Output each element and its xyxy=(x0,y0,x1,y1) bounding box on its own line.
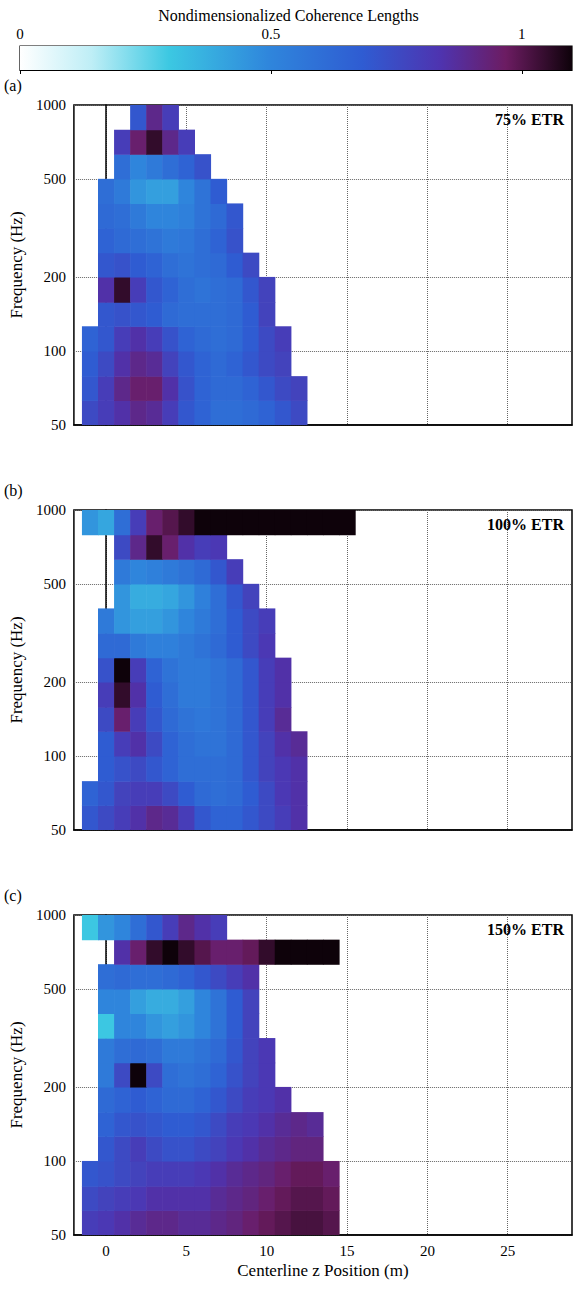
svg-text:1000: 1000 xyxy=(36,97,66,113)
svg-text:200: 200 xyxy=(43,269,66,285)
svg-text:150% ETR: 150% ETR xyxy=(487,921,564,938)
svg-text:(a): (a) xyxy=(4,77,22,95)
svg-text:50: 50 xyxy=(51,822,66,838)
svg-text:500: 500 xyxy=(43,576,66,592)
svg-text:25: 25 xyxy=(500,1243,515,1259)
svg-text:10: 10 xyxy=(259,1243,274,1259)
svg-text:Frequency (Hz): Frequency (Hz) xyxy=(7,211,26,318)
svg-text:50: 50 xyxy=(51,417,66,433)
svg-text:100: 100 xyxy=(43,1153,66,1169)
svg-text:5: 5 xyxy=(183,1243,191,1259)
svg-text:20: 20 xyxy=(420,1243,435,1259)
svg-text:0.5: 0.5 xyxy=(262,26,281,42)
svg-text:Centerline z Position (m): Centerline z Position (m) xyxy=(237,1261,408,1280)
svg-text:1: 1 xyxy=(518,26,526,42)
svg-text:Frequency (Hz): Frequency (Hz) xyxy=(7,1021,26,1128)
svg-text:1000: 1000 xyxy=(36,502,66,518)
svg-text:200: 200 xyxy=(43,1079,66,1095)
svg-text:(c): (c) xyxy=(4,887,22,905)
svg-text:500: 500 xyxy=(43,981,66,997)
svg-text:75% ETR: 75% ETR xyxy=(495,111,564,128)
svg-text:Frequency (Hz): Frequency (Hz) xyxy=(7,616,26,723)
svg-text:200: 200 xyxy=(43,674,66,690)
svg-text:500: 500 xyxy=(43,171,66,187)
svg-text:50: 50 xyxy=(51,1227,66,1243)
svg-text:0: 0 xyxy=(16,26,24,42)
svg-text:100: 100 xyxy=(43,748,66,764)
svg-text:100: 100 xyxy=(43,343,66,359)
svg-text:(b): (b) xyxy=(4,482,23,500)
svg-text:Nondimensionalized Coherence L: Nondimensionalized Coherence Lengths xyxy=(158,7,418,25)
svg-text:15: 15 xyxy=(340,1243,355,1259)
svg-text:0: 0 xyxy=(102,1243,110,1259)
svg-text:1000: 1000 xyxy=(36,907,66,923)
svg-text:100% ETR: 100% ETR xyxy=(487,516,564,533)
